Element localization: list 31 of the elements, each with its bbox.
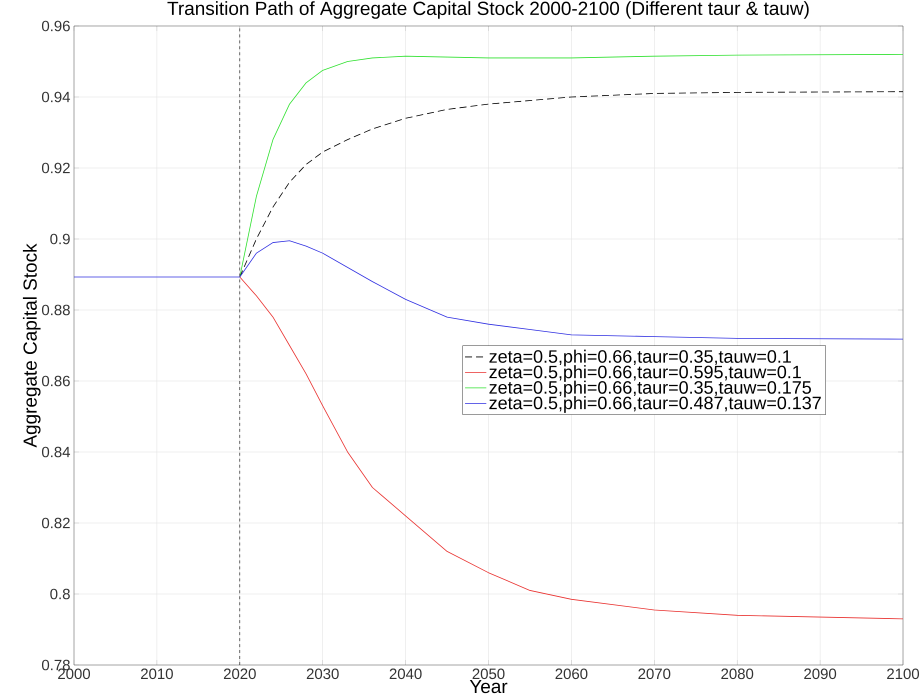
y-tick-label: 0.92 — [42, 162, 70, 174]
y-tick-label: 0.88 — [42, 304, 70, 316]
x-tick-label: 2020 — [224, 668, 256, 680]
x-tick-label: 2070 — [638, 668, 670, 680]
line-series — [239, 276, 904, 620]
x-axis-title: Year — [470, 680, 508, 694]
y-tick-label: 0.78 — [42, 660, 70, 670]
y-tick-label: 0.8 — [50, 588, 70, 600]
x-tick-label: 2080 — [721, 668, 754, 680]
line-series — [239, 91, 904, 278]
legend-label: zeta=0.5,phi=0.66,taur=0.595,tauw=0.1 — [489, 365, 801, 382]
y-tick-label: 0.96 — [42, 20, 70, 32]
y-tick-label: 0.94 — [42, 92, 70, 102]
line-series — [239, 54, 904, 278]
y-axis-title: Aggregate Capital Stock — [22, 243, 41, 448]
x-tick-label: 2010 — [141, 668, 173, 680]
chart-title: Transition Path of Aggregate Capital Stock 2000-2100 (Different taur & tauw) — [167, 1, 809, 19]
y-tick-label: 0.82 — [42, 518, 70, 528]
x-tick-label: 2060 — [556, 668, 588, 680]
x-tick-label: 2090 — [804, 668, 836, 680]
y-tick-label: 0.9 — [50, 234, 70, 244]
x-tick-label: 2000 — [58, 668, 90, 680]
legend-label: zeta=0.5,phi=0.66,taur=0.487,tauw=0.137 — [489, 396, 821, 413]
x-tick-label: 2100 — [887, 668, 920, 680]
y-tick-label: 0.84 — [42, 446, 70, 458]
y-tick-label: 0.86 — [42, 376, 70, 386]
x-tick-label: 2030 — [306, 668, 339, 680]
x-tick-label: 2040 — [390, 668, 422, 680]
legend-label: zeta=0.5,phi=0.66,taur=0.35,tauw=0.175 — [489, 380, 811, 398]
x-tick-label: 2050 — [472, 668, 505, 680]
legend-label: zeta=0.5,phi=0.66,taur=0.35,tauw=0.1 — [489, 350, 791, 366]
